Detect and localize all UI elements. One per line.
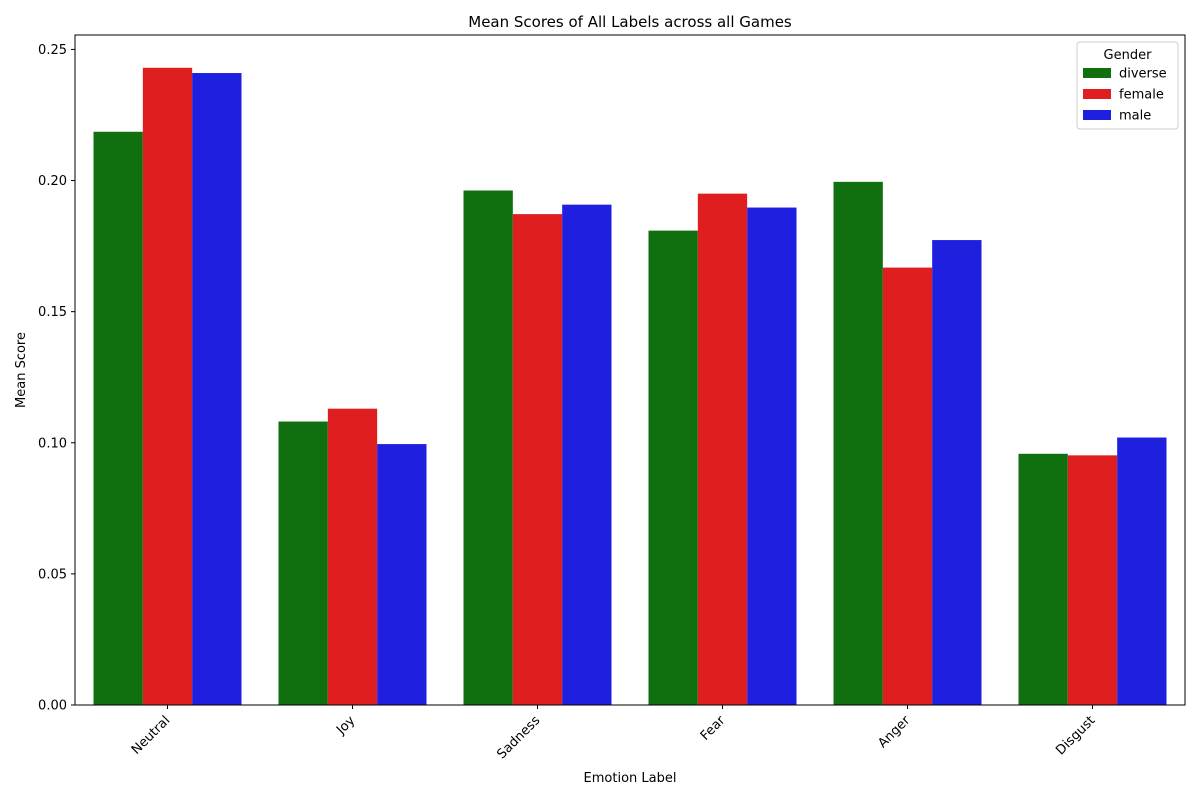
bar-disgust-male — [1117, 437, 1167, 705]
legend-swatch-male — [1083, 110, 1111, 120]
bar-neutral-female — [142, 67, 193, 705]
bar-sadness-female — [512, 214, 563, 706]
legend-box — [1076, 41, 1179, 130]
bar-sadness-male — [562, 204, 612, 706]
legend-title: Gender — [1104, 48, 1153, 63]
x-tick-label-sadness: Sadness — [494, 713, 543, 762]
bar-fear-female — [697, 193, 748, 705]
bar-anger-diverse — [833, 181, 883, 706]
bar-joy-male — [377, 444, 427, 705]
y-axis-label: Mean Score — [14, 332, 29, 408]
x-axis-label: Emotion Label — [584, 771, 677, 786]
x-axis: Neutral Joy Sadness Fear Anger Disgust — [129, 705, 1098, 762]
legend-label-female: female — [1119, 88, 1164, 103]
y-tick-label: 0.05 — [38, 567, 67, 582]
x-tick-label-fear: Fear — [698, 713, 729, 744]
bar-disgust-diverse — [1018, 453, 1068, 705]
bar-neutral-diverse — [93, 131, 143, 706]
y-tick-label: 0.10 — [38, 436, 67, 451]
y-axis: 0.00 0.05 0.10 0.15 0.20 0.25 — [38, 43, 75, 714]
bar-anger-female — [882, 267, 933, 705]
legend-label-diverse: diverse — [1119, 67, 1167, 82]
legend-swatch-diverse — [1083, 68, 1111, 78]
legend: Gender diverse female male — [1076, 41, 1179, 130]
bars-group — [93, 67, 1167, 706]
plot-frame — [74, 34, 1186, 706]
y-tick-label: 0.25 — [38, 43, 67, 58]
y-tick-label: 0.00 — [38, 699, 67, 714]
bar-fear-diverse — [648, 230, 698, 705]
bar-joy-female — [327, 408, 378, 705]
bar-fear-male — [747, 207, 797, 705]
chart-title: Mean Scores of All Labels across all Gam… — [468, 13, 792, 31]
bar-anger-male — [932, 240, 982, 705]
bar-joy-diverse — [278, 421, 328, 705]
bar-neutral-male — [192, 73, 242, 705]
y-tick-label: 0.20 — [38, 174, 67, 189]
x-tick-label-neutral: Neutral — [129, 713, 174, 758]
bar-disgust-female — [1067, 455, 1118, 705]
x-tick-label-anger: Anger — [875, 713, 913, 751]
bar-sadness-diverse — [463, 190, 513, 705]
x-tick-label-disgust: Disgust — [1053, 713, 1098, 758]
legend-swatch-female — [1083, 89, 1111, 99]
legend-label-male: male — [1119, 109, 1151, 124]
x-tick-label-joy: Joy — [333, 713, 358, 738]
y-tick-label: 0.15 — [38, 305, 67, 320]
